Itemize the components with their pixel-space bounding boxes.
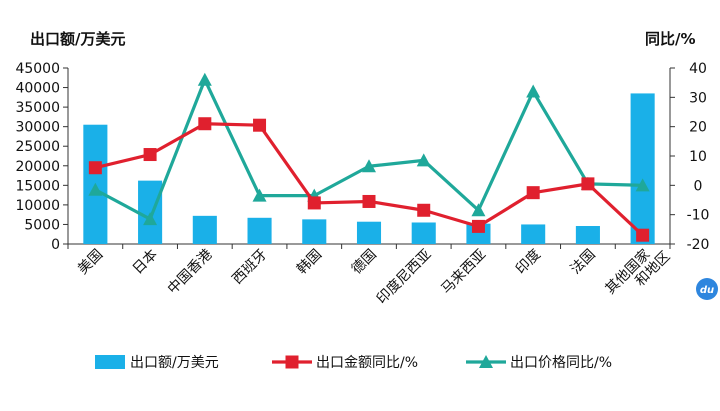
left-tick-label: 10000 [15,198,60,214]
legend-marker-amount [285,355,299,369]
category-label: 美国 [75,247,106,278]
right-tick-label: 20 [689,120,707,136]
category-label: 马来西亚 [438,247,489,298]
category-label: 中国香港 [165,247,216,298]
right-tick-label: -20 [687,237,710,253]
bar-series [83,93,655,244]
right-tick-label: 30 [689,90,707,106]
left-tick-label: 30000 [15,120,60,136]
left-tick-label: 25000 [15,139,60,155]
right-axis: -20 -10 0 10 20 30 40 [669,61,710,253]
data-point [526,84,541,98]
data-point [197,72,212,86]
legend-marker-price [479,355,493,368]
category-label: 西班牙 [229,247,270,288]
right-tick-label: 10 [689,149,707,165]
legend-label: 出口价格同比/% [510,355,612,371]
badge-label: du [700,285,714,296]
bar [356,221,382,244]
data-point [88,161,102,175]
category-label: 印度 [513,247,544,278]
category-label: 日本 [130,247,161,278]
left-tick-label: 35000 [15,100,60,116]
data-point [252,188,267,202]
data-point [471,203,486,217]
left-axis: 0 5000 10000 15000 20000 25000 30000 35000 40000… [15,61,671,253]
bar [302,219,327,244]
data-point [416,153,431,167]
right-tick-label: 40 [689,61,707,77]
data-point [362,159,376,173]
left-tick-label: 15000 [15,178,60,194]
left-tick-label: 40000 [15,81,60,97]
bar [521,224,546,244]
category-label: 韩国 [294,247,325,278]
y-axis-title: 出口额/万美元 [30,30,125,48]
data-point [417,203,431,217]
data-point [526,186,540,200]
y2-axis-title: 同比/% [645,30,696,48]
data-point [581,177,595,191]
data-point [143,212,158,226]
badge-icon: du [696,278,718,300]
category-label: 德国 [349,247,380,278]
data-point [198,117,212,131]
legend-label: 出口金额同比/% [316,355,418,371]
bar [192,215,217,244]
bar [575,226,600,244]
legend-label: 出口额/万美元 [130,355,219,371]
data-point [362,194,376,208]
legend-swatch-bar [95,355,125,369]
data-point [143,148,157,162]
left-tick-label: 20000 [15,159,60,175]
data-point [88,182,103,196]
left-tick-label: 5000 [24,217,60,233]
legend: 出口额/万美元 出口金额同比/% 出口价格同比/% [95,355,612,371]
data-point [636,228,650,242]
line-series [88,72,650,242]
data-point [471,219,485,233]
category-label: 印度尼西亚 [374,247,435,308]
left-tick-label: 0 [51,237,60,253]
right-tick-label: 0 [694,178,703,194]
bar [630,93,655,244]
right-tick-label: -10 [687,208,710,224]
data-point [635,178,650,192]
data-point [307,196,321,210]
category-label: 法国 [568,247,599,278]
data-point [253,118,267,132]
bar [411,222,436,244]
left-tick-label: 45000 [15,61,60,77]
bar [247,217,272,244]
